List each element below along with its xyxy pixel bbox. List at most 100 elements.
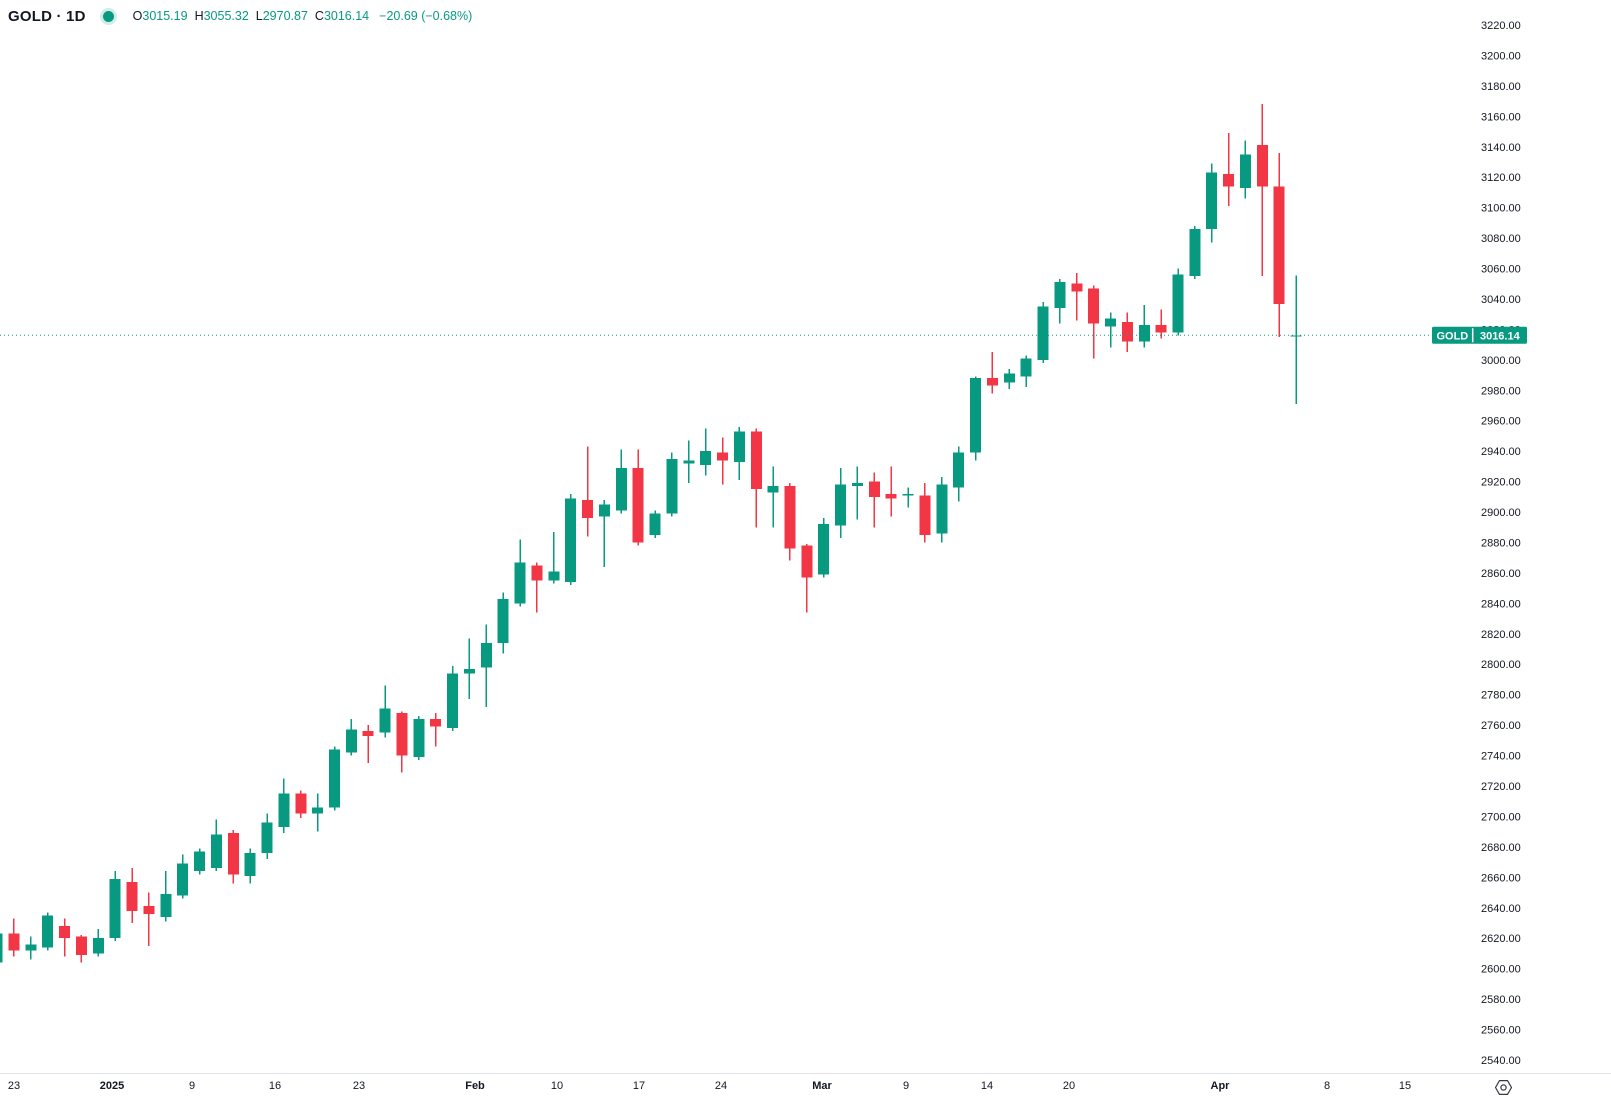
candle [936,477,948,543]
candle [109,871,121,942]
candle [784,483,796,561]
price-axis-label: 2560.00 [1481,1025,1521,1037]
candle [1003,368,1015,389]
price-axis[interactable]: 3220.00 3200.00 3180.00 3160.00 3140.00 3120.… [1481,20,1521,1067]
candle [1105,312,1117,348]
candle [362,725,374,764]
candle [1290,275,1302,405]
price-axis-label: 2960.00 [1481,416,1521,428]
candle [1256,104,1268,277]
price-axis-label: 3140.00 [1481,142,1521,154]
candle [447,665,459,732]
candle [919,483,931,543]
candle [194,848,206,875]
price-axis-label: 2720.00 [1481,781,1521,793]
candle [953,446,965,502]
candle [683,440,695,484]
candle [396,711,408,773]
candle [565,493,577,586]
candle [210,819,222,872]
ohlc-open: O3015.19 [132,9,188,23]
candle [649,510,661,538]
candle [1121,312,1133,353]
price-axis-label: 2660.00 [1481,872,1521,884]
candle [851,466,863,520]
price-axis-label: 2580.00 [1481,994,1521,1006]
market-status-dot [102,10,114,22]
symbol-title[interactable]: GOLD · 1D [8,7,86,25]
price-axis-label: 2880.00 [1481,537,1521,549]
candle [177,854,189,899]
candle [632,449,644,546]
candle [0,933,3,963]
price-badge-value: 3016.14 [1480,330,1521,342]
candle [598,499,610,567]
price-axis-label: 2940.00 [1481,446,1521,458]
time-axis-label: Mar [812,1080,832,1092]
time-axis[interactable]: 23 2025 9 16 23 Feb 10 17 24 Mar 9 14 20 Apr 8 15 [8,1080,1411,1092]
price-change: −20.69 (−0.68%) [379,9,473,23]
candle [92,929,104,957]
ohlc-close: C3016.14 [314,9,370,23]
price-axis-label: 2820.00 [1481,629,1521,641]
price-badge: GOLD 3016.14 [1432,326,1527,344]
price-axis-label: 2860.00 [1481,568,1521,580]
time-axis-label: 15 [1399,1080,1411,1092]
candle [480,624,492,707]
candle [733,426,745,481]
time-axis-label: 14 [981,1080,993,1092]
candle [497,592,509,654]
candle [379,685,391,738]
candle [42,912,54,951]
candle [463,638,475,700]
candle [329,746,340,811]
ohlc-values: O3015.19 H3055.32 L2970.87 C3016.14 −20.… [133,9,473,23]
candle [750,428,762,528]
price-axis-label: 3060.00 [1481,264,1521,276]
price-axis-label: 3000.00 [1481,355,1521,367]
candle [582,446,594,537]
price-axis-label: 3200.00 [1481,50,1521,62]
candle [25,936,37,960]
price-axis-label: 2920.00 [1481,477,1521,489]
price-axis-label: 2840.00 [1481,598,1521,610]
candle [514,539,526,607]
price-axis-label: 2640.00 [1481,903,1521,915]
candle [531,562,543,613]
candle [666,452,678,517]
candles-layer [0,104,1302,963]
time-axis-label: 20 [1063,1080,1075,1092]
ohlc-low: L2970.87 [255,9,308,23]
price-axis-label: 2760.00 [1481,720,1521,732]
candle [227,830,239,884]
price-axis-label: 3100.00 [1481,203,1521,215]
price-axis-label: 2620.00 [1481,933,1521,945]
price-axis-label: 3220.00 [1481,20,1521,32]
price-axis-label: 2540.00 [1481,1055,1521,1067]
price-axis-label: 3160.00 [1481,111,1521,123]
candle [717,437,729,485]
candle [615,449,627,514]
price-axis-label: 3080.00 [1481,233,1521,245]
time-axis-label: 24 [715,1080,727,1092]
price-axis-label: 2600.00 [1481,964,1521,976]
scale-settings-icon[interactable] [1494,1079,1513,1096]
candle [885,466,897,517]
candle [59,918,71,957]
candle [818,518,830,578]
price-axis-label: 2680.00 [1481,842,1521,854]
candle [902,487,914,508]
candle [312,793,324,832]
time-axis-label: Feb [465,1080,485,1092]
time-axis-label: 8 [1324,1080,1330,1092]
candle [143,892,155,946]
time-axis-label: 9 [189,1080,195,1092]
price-axis-label: 3180.00 [1481,81,1521,93]
candle [244,848,256,884]
candle [1071,273,1083,321]
candle [1189,225,1201,280]
candle [1172,268,1184,336]
candle [75,935,87,963]
candle [430,712,442,747]
